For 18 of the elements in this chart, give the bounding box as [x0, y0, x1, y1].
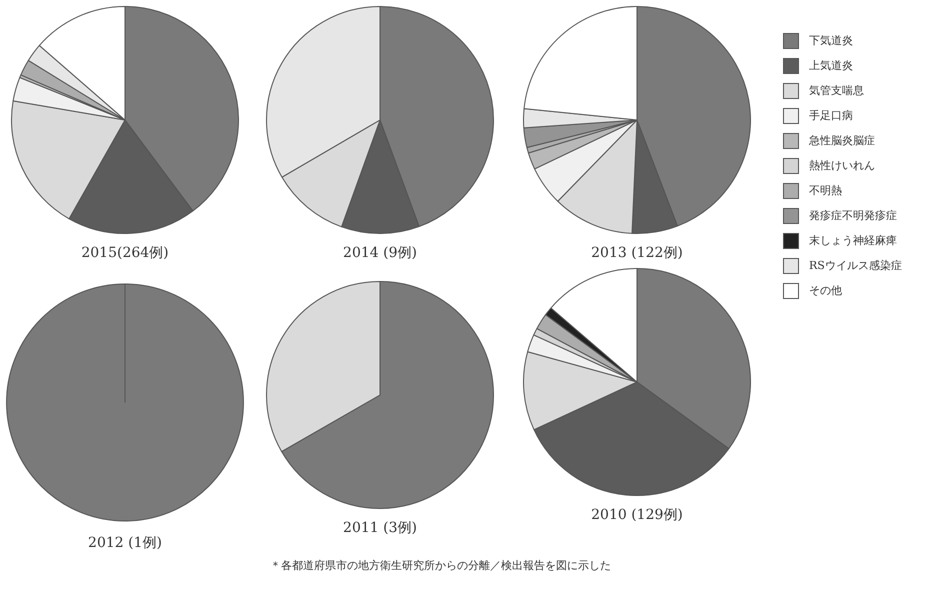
text: 2015(264例)	[80, 244, 170, 262]
text: 2011 (3例)	[342, 519, 418, 537]
legend-label: 急性脳炎脳症	[809, 133, 875, 148]
text: 2010 (129例)	[590, 506, 684, 524]
legend-label: 末しょう神経麻痺	[809, 233, 897, 248]
legend-label: その他	[809, 283, 842, 298]
legend-label: 発疹症不明発疹症	[809, 208, 897, 223]
text: 2014 (9例)	[342, 244, 418, 262]
text: ＊各都道府県市の地方衛生研究所からの分離／検出報告を図に示した	[270, 558, 611, 573]
legend-label: 熱性けいれん	[809, 158, 875, 173]
text: 2012 (1例)	[87, 534, 163, 552]
legend-label: 下気道炎	[809, 33, 853, 48]
legend-label: 手足口病	[809, 108, 853, 123]
legend-label: 気管支喘息	[809, 83, 864, 98]
legend-label: 上気道炎	[809, 58, 853, 73]
legend-label: RSウイルス感染症	[809, 258, 902, 273]
legend-label: 不明熱	[809, 183, 842, 198]
text: 2013 (122例)	[590, 244, 684, 262]
